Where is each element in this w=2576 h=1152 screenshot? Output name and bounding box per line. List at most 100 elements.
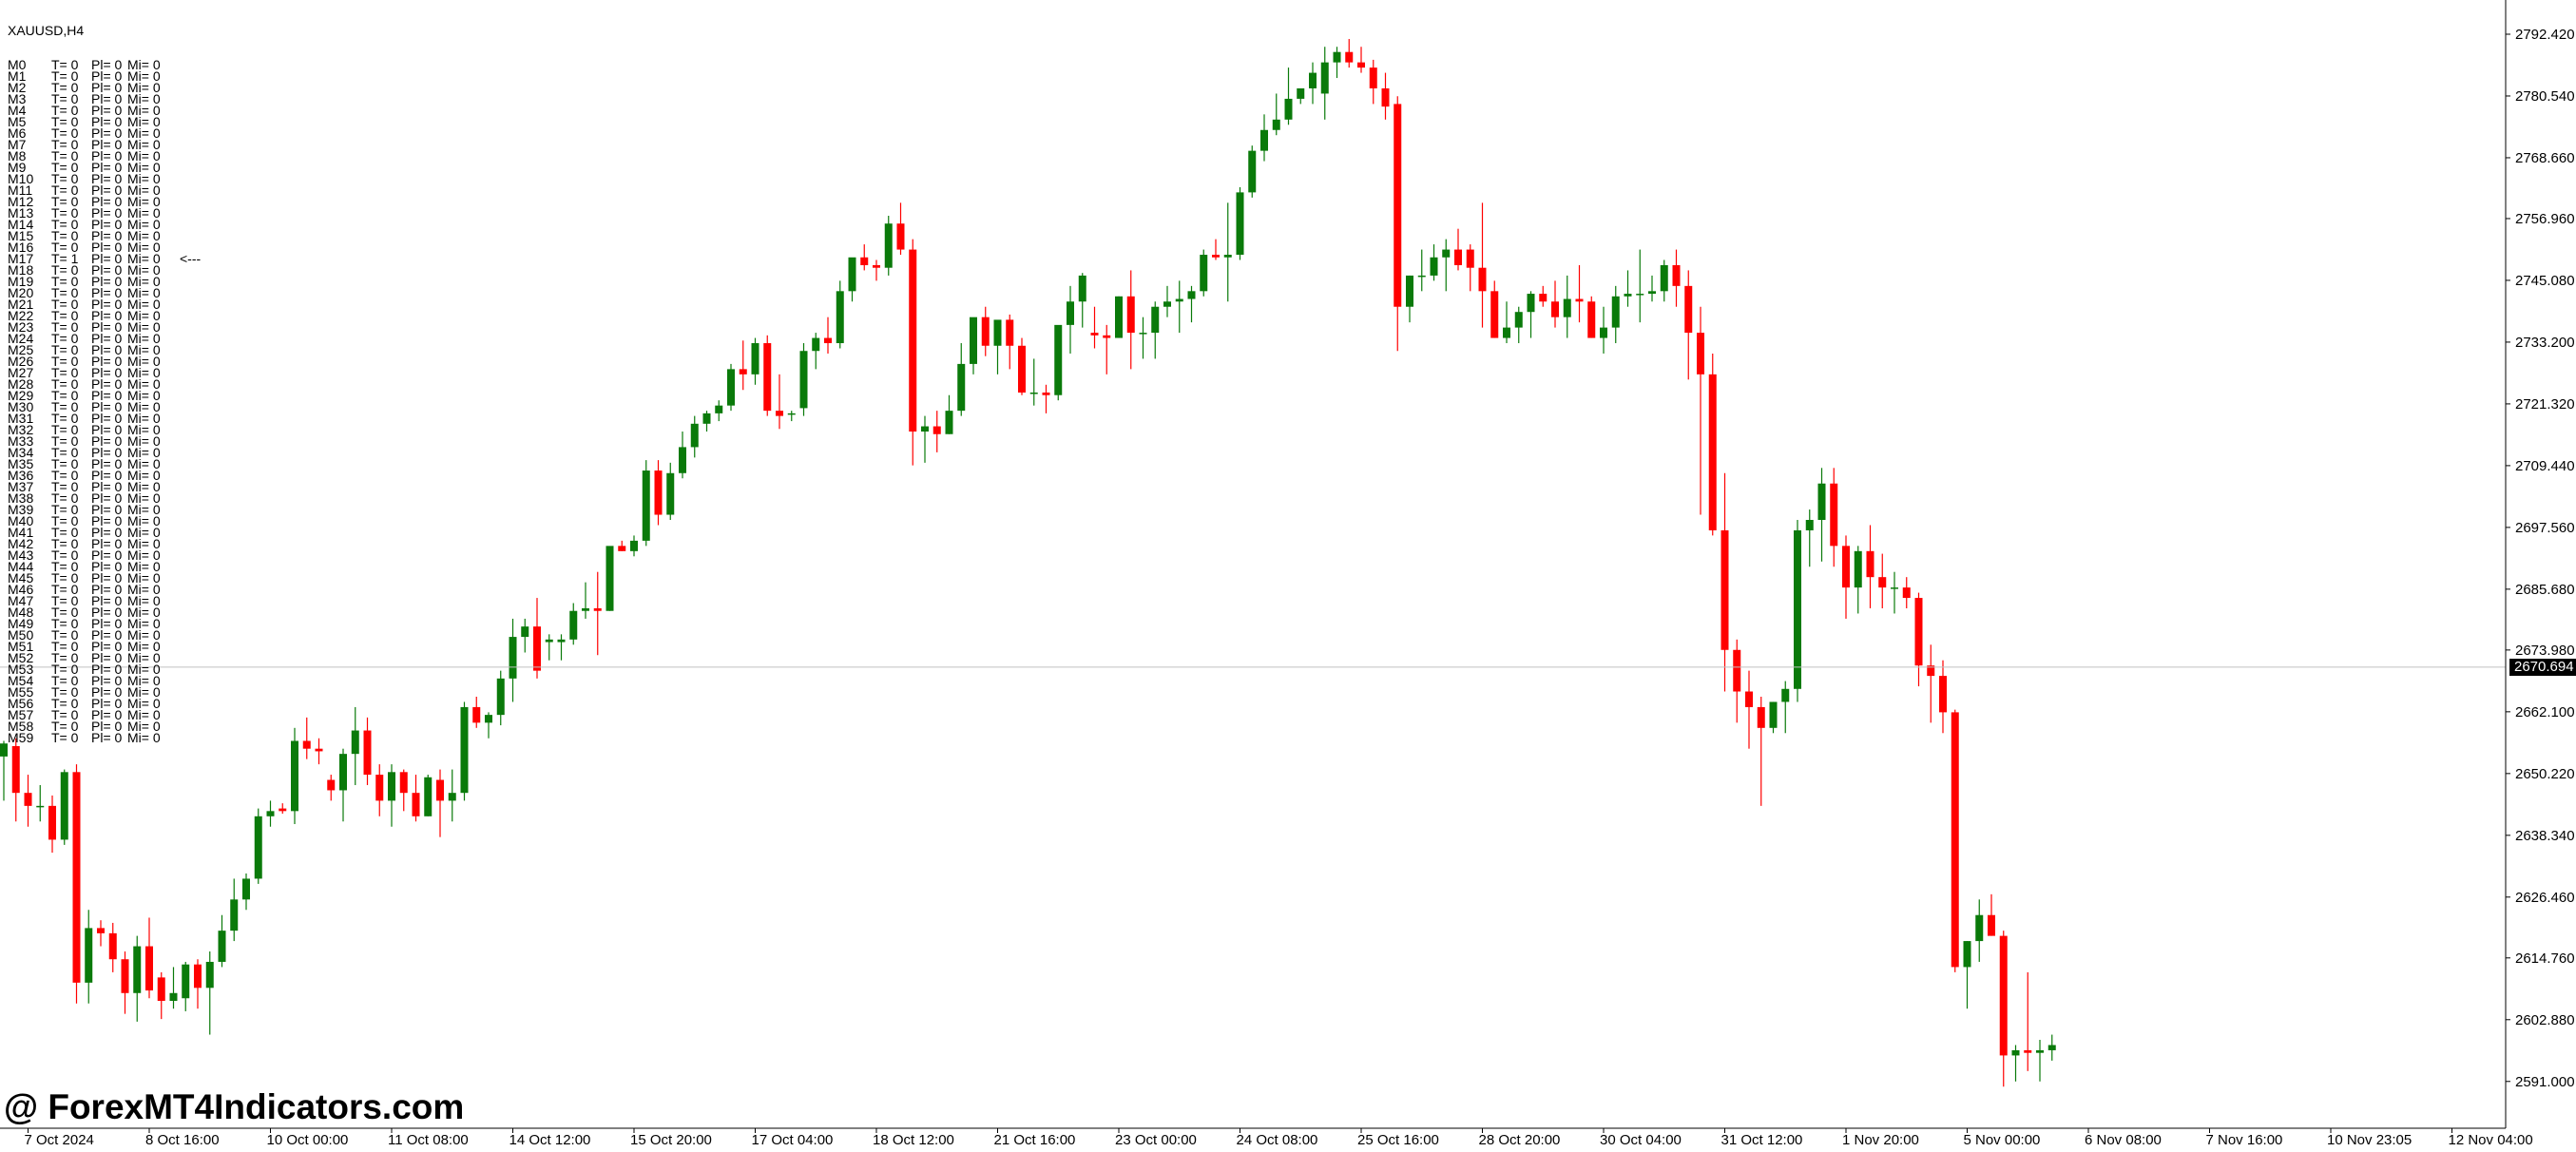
candle-bull xyxy=(1805,520,1814,530)
candle-bear xyxy=(1381,87,1390,107)
info-row-label: M52 xyxy=(8,650,34,665)
info-row-pl: Pl= 0 xyxy=(91,570,123,586)
info-row-pl: Pl= 0 xyxy=(91,456,123,471)
candle-bull xyxy=(1333,51,1341,63)
info-row-pl: Pl= 0 xyxy=(91,627,123,643)
candle-bull xyxy=(1527,294,1535,313)
candle-bear xyxy=(194,964,202,989)
candle-bear xyxy=(1842,546,1850,588)
y-tick-label: 2792.420 xyxy=(2515,27,2575,43)
info-row-label: M8 xyxy=(8,148,27,163)
candle-bull xyxy=(606,546,614,611)
info-row-pl: Pl= 0 xyxy=(91,433,123,449)
info-row-label: M32 xyxy=(8,422,34,437)
info-row-label: M54 xyxy=(8,673,34,688)
candle-bear xyxy=(1394,104,1402,307)
candle-bear xyxy=(1042,392,1050,395)
y-tick-label: 2768.660 xyxy=(2515,150,2575,166)
candle-bear xyxy=(97,928,105,933)
candle-bear xyxy=(776,411,783,416)
info-row-mi: Mi= 0 xyxy=(127,103,161,118)
candle-bear xyxy=(1672,264,1681,286)
info-row-t: T= 0 xyxy=(51,68,79,84)
candle-bull xyxy=(291,740,298,812)
candle-bull xyxy=(545,639,553,643)
x-tick-label: 10 Nov 23:05 xyxy=(2327,1132,2412,1147)
candle-bull xyxy=(993,319,1002,346)
info-row-t: T= 0 xyxy=(51,719,79,734)
candle-bear xyxy=(873,264,880,268)
info-row: M29 T= 0 Pl= 0 Mi= 0 xyxy=(8,389,208,402)
info-row: M16 T= 0 Pl= 0 Mi= 0 xyxy=(8,240,208,254)
info-row-pl: Pl= 0 xyxy=(91,262,123,278)
info-row-mi: Mi= 0 xyxy=(127,171,161,186)
candle-bear xyxy=(909,249,917,432)
info-row-pl: Pl= 0 xyxy=(91,399,123,414)
info-row: M7 T= 0 Pl= 0 Mi= 0 xyxy=(8,137,208,152)
info-row-pl: Pl= 0 xyxy=(91,536,123,551)
info-row-pl: Pl= 0 xyxy=(91,650,123,665)
candle-bear xyxy=(1018,345,1026,393)
candle-bull xyxy=(388,772,395,801)
candle-bull xyxy=(2011,1049,2020,1056)
info-row-t: T= 0 xyxy=(51,376,79,392)
candle-bull xyxy=(1139,333,1147,335)
info-row: M45 T= 0 Pl= 0 Mi= 0 xyxy=(8,570,208,586)
info-row: M30 T= 0 Pl= 0 Mi= 0 xyxy=(8,399,208,414)
candle-bear xyxy=(1988,914,1995,936)
info-row-mi: Mi= 0 xyxy=(127,673,161,688)
info-row-t: T= 0 xyxy=(51,228,79,243)
info-row-pl: Pl= 0 xyxy=(91,217,123,232)
info-row-label: M12 xyxy=(8,194,34,209)
candle-bull xyxy=(751,343,759,374)
candle-bear xyxy=(618,546,626,551)
info-row-mi: Mi= 0 xyxy=(127,342,161,357)
info-row-mi: Mi= 0 xyxy=(127,490,161,506)
x-tick-label: 5 Nov 00:00 xyxy=(1964,1132,2041,1147)
candle-bull xyxy=(1442,249,1451,258)
info-row-pl: Pl= 0 xyxy=(91,205,123,221)
price-axis: 2792.420 2780.540 2768.660 2756.960 2745.080… xyxy=(2506,27,2575,1090)
candle-bear xyxy=(24,793,32,806)
watermark-text: @ ForexMT4Indicators.com xyxy=(4,1087,465,1126)
candle-bull xyxy=(1029,392,1038,394)
info-row: M24 T= 0 Pl= 0 Mi= 0 xyxy=(8,331,208,346)
info-row-pl: Pl= 0 xyxy=(91,251,123,266)
info-row-label: M7 xyxy=(8,137,27,152)
info-row-pl: Pl= 0 xyxy=(91,319,123,335)
info-row-label: M39 xyxy=(8,502,34,517)
y-tick-label: 2673.980 xyxy=(2515,643,2575,659)
info-row-label: M4 xyxy=(8,103,27,118)
info-row-label: M59 xyxy=(8,730,34,745)
candle-bear xyxy=(1708,374,1717,530)
info-row-mi: Mi= 0 xyxy=(127,331,161,346)
candle-bear xyxy=(1866,550,1874,578)
candle-bull xyxy=(424,777,433,816)
info-row-pl: Pl= 0 xyxy=(91,137,123,152)
candle-bull xyxy=(1600,327,1607,338)
info-row-mi: Mi= 0 xyxy=(127,639,161,654)
candle-bull xyxy=(970,317,977,364)
info-row: M41 T= 0 Pl= 0 Mi= 0 xyxy=(8,526,208,539)
candle-bull xyxy=(679,447,686,473)
info-row-mi: Mi= 0 xyxy=(127,354,161,369)
y-tick-label: 2591.000 xyxy=(2515,1074,2575,1090)
info-row-label: M25 xyxy=(8,342,34,357)
info-row-t: T= 0 xyxy=(51,319,79,335)
info-row: M27 T= 0 Pl= 0 Mi= 0 xyxy=(8,366,208,379)
indicator-info-panel: XAUUSD,H4 M0 T= 0 Pl= 0 Mi= 0 M1 T= 0 Pl= 0 Mi=… xyxy=(8,2,208,766)
x-tick-label: 10 Oct 00:00 xyxy=(267,1132,349,1147)
x-tick-label: 7 Nov 16:00 xyxy=(2206,1132,2283,1147)
candle-bull xyxy=(496,678,505,716)
info-row-mi: Mi= 0 xyxy=(127,468,161,483)
candle-bull xyxy=(1854,550,1862,588)
candle-bear xyxy=(1369,67,1377,88)
info-row-mi: Mi= 0 xyxy=(127,57,161,72)
info-row: M33 T= 0 Pl= 0 Mi= 0 xyxy=(8,433,208,449)
info-row-label: M6 xyxy=(8,125,27,141)
info-row: M14 T= 0 Pl= 0 Mi= 0 xyxy=(8,217,208,232)
info-row-label: M53 xyxy=(8,662,34,677)
info-row: M34 T= 0 Pl= 0 Mi= 0 xyxy=(8,446,208,459)
